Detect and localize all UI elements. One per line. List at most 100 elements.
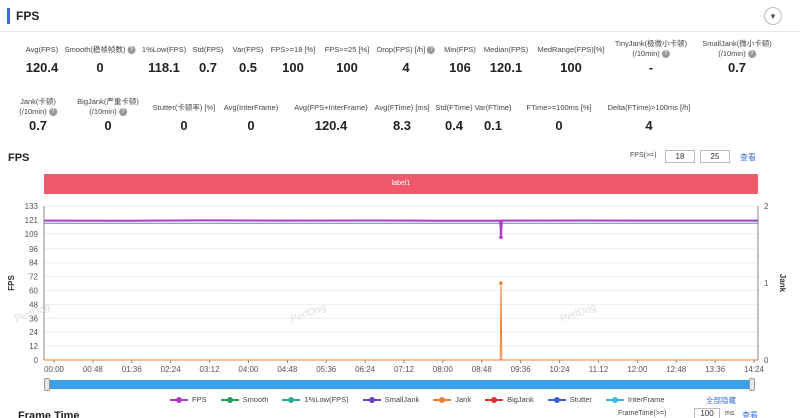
legend-item-smooth[interactable]: Smooth [220, 395, 269, 404]
y-tick-label: 121 [25, 216, 39, 225]
y-tick-label: 60 [29, 287, 38, 296]
frametime-filter-label: FrameTime(>=) [618, 410, 667, 417]
metric-fps-25: FPS>=25 [%] 100 [325, 45, 370, 76]
help-icon[interactable]: ? [48, 108, 57, 117]
legend-label: Smooth [242, 395, 269, 404]
fps-threshold-input-2[interactable]: 25 [700, 150, 730, 163]
metric-label-text: 1%Low(FPS) [141, 45, 187, 54]
frametime-query-link[interactable]: 查看 [742, 411, 758, 418]
metric-label-text: FPS>=18 [%] [270, 45, 316, 54]
metric-value: 120.4 [314, 118, 348, 133]
metric-label: BigJank(严重卡顿) [77, 97, 139, 107]
legend-swatch [170, 396, 188, 403]
fps-threshold-input-1[interactable]: 18 [665, 150, 695, 163]
legend-item-1-low-fps-[interactable]: 1%Low(FPS) [282, 395, 349, 404]
y-tick-label: 72 [29, 273, 38, 282]
hide-all-link[interactable]: 全部隐藏 [706, 396, 736, 405]
legend-label: InterFrame [627, 395, 665, 404]
help-icon[interactable]: ? [127, 46, 136, 55]
help-icon[interactable]: ? [661, 50, 670, 59]
metric-label: 1%Low(FPS) [142, 45, 186, 55]
x-tick-label: 01:36 [122, 365, 143, 374]
metric-label-text: Smooth(稳帧帧数) [64, 45, 126, 54]
metric-label: TinyJank(极微小卡顿) [615, 39, 687, 49]
metric-label: Avg(FPS+InterFrame) [294, 103, 367, 113]
metric-1-low-fps: 1%Low(FPS) 118.1 [142, 45, 186, 76]
legend-item-jank[interactable]: Jank [433, 395, 471, 404]
metric-value: 0 [104, 118, 112, 133]
metric-label-text: Avg(FPS+InterFrame) [294, 103, 368, 112]
label-band[interactable]: label1 [44, 174, 758, 194]
legend-item-smalljank[interactable]: SmallJank [362, 395, 419, 404]
time-range-scrollbar[interactable] [46, 380, 754, 389]
help-icon[interactable]: ? [427, 46, 436, 55]
metric-bigjank: BigJank(严重卡顿) (/10min)? 0 [77, 97, 139, 134]
metric-stutter: Stutter(卡顿率) [%] 0 [153, 103, 216, 134]
metric-label-text: Avg(FTime) [ms] [374, 103, 430, 112]
y-right-tick-label: 2 [764, 202, 769, 211]
metric-label-text: Std(FTime) [435, 103, 473, 112]
metric-label: Var(FPS) [233, 45, 264, 55]
metric-label-unit: (/10min)? [19, 107, 57, 117]
legend-item-interframe[interactable]: InterFrame [605, 395, 665, 404]
legend-swatch [485, 396, 504, 403]
help-icon[interactable]: ? [747, 50, 756, 59]
metric-std-ftime: Std(FTime) 0.4 [435, 103, 472, 134]
frametime-threshold-input[interactable]: 100 [694, 408, 720, 418]
metric-value: 8.3 [392, 118, 412, 133]
metric-value: 100 [336, 60, 358, 75]
metric-label: Jank(卡顿) [19, 97, 57, 107]
x-tick-label: 08:48 [472, 365, 493, 374]
x-tick-label: 11:12 [589, 365, 609, 374]
metric-label: Std(FTime) [435, 103, 472, 113]
y-tick-label: 109 [25, 230, 39, 239]
scrollbar-handle-left[interactable] [44, 378, 50, 391]
legend-item-stutter[interactable]: Stutter [547, 395, 592, 404]
metric-value: 4 [645, 118, 653, 133]
legend-label: Jank [455, 395, 472, 404]
metric-value: 120.1 [489, 60, 523, 75]
metric-label-text: Median(FPS) [483, 45, 529, 54]
metric-value: 0 [96, 60, 104, 75]
metric-label: Std(FPS) [193, 45, 224, 55]
metric-label-text: BigJank(严重卡顿) [77, 97, 139, 106]
collapse-chevron-icon[interactable]: ▼ [764, 7, 782, 25]
metric-label-text: Jank(卡顿) [20, 97, 56, 106]
metric-value: - [648, 60, 654, 75]
metric-avg-fps-interframe: Avg(FPS+InterFrame) 120.4 [294, 103, 367, 134]
query-link[interactable]: 查看 [740, 153, 756, 162]
legend-item-bigjank[interactable]: BigJank [485, 395, 534, 404]
metric-label: FPS>=25 [%] [325, 45, 370, 55]
metric-label: MedRange(FPS)[%] [537, 45, 604, 55]
y-right-tick-label: 1 [764, 279, 769, 288]
section-header: FPS ▼ [0, 0, 800, 32]
legend-swatch [605, 396, 624, 403]
x-tick-label: 07:12 [394, 365, 415, 374]
help-icon[interactable]: ? [118, 108, 127, 117]
metric-value: 106 [449, 60, 471, 75]
metric-label-text: SmallJank(微小卡顿) [702, 39, 772, 48]
legend-item-fps[interactable]: FPS [170, 395, 207, 404]
metric-var-ftime: Var(FTime) 0.1 [474, 103, 511, 134]
metric-label-text: TinyJank(极微小卡顿) [614, 39, 688, 48]
metric-jank: Jank(卡顿) (/10min)? 0.7 [19, 97, 57, 134]
y-tick-label: 96 [29, 245, 38, 254]
section-title: FPS [16, 9, 40, 23]
metric-label-text: Std(FPS) [192, 45, 224, 54]
metric-value: 0.1 [483, 118, 503, 133]
metric-value: 4 [402, 60, 410, 75]
metric-drop-fps-h: Drop(FPS) [/h]? 4 [377, 45, 436, 76]
metric-label-text: Min(FPS) [444, 45, 476, 54]
scrollbar-handle-right[interactable] [749, 378, 755, 391]
metric-delta-ftime-100ms-h: Delta(FTime)>100ms [/h] 4 [608, 103, 691, 134]
metric-label-text: Avg(InterFrame) [223, 103, 279, 112]
legend-label: 1%Low(FPS) [304, 395, 349, 404]
metric-value: 0.7 [28, 118, 48, 133]
x-tick-label: 04:00 [238, 365, 259, 374]
metric-label-unit-text: (/10min) [718, 49, 746, 58]
y-tick-label: 24 [29, 328, 38, 337]
y-right-tick-label: 0 [764, 356, 769, 365]
metric-label-text: Var(FTime) [474, 103, 512, 112]
metric-label-text: Avg(FPS) [25, 45, 59, 54]
